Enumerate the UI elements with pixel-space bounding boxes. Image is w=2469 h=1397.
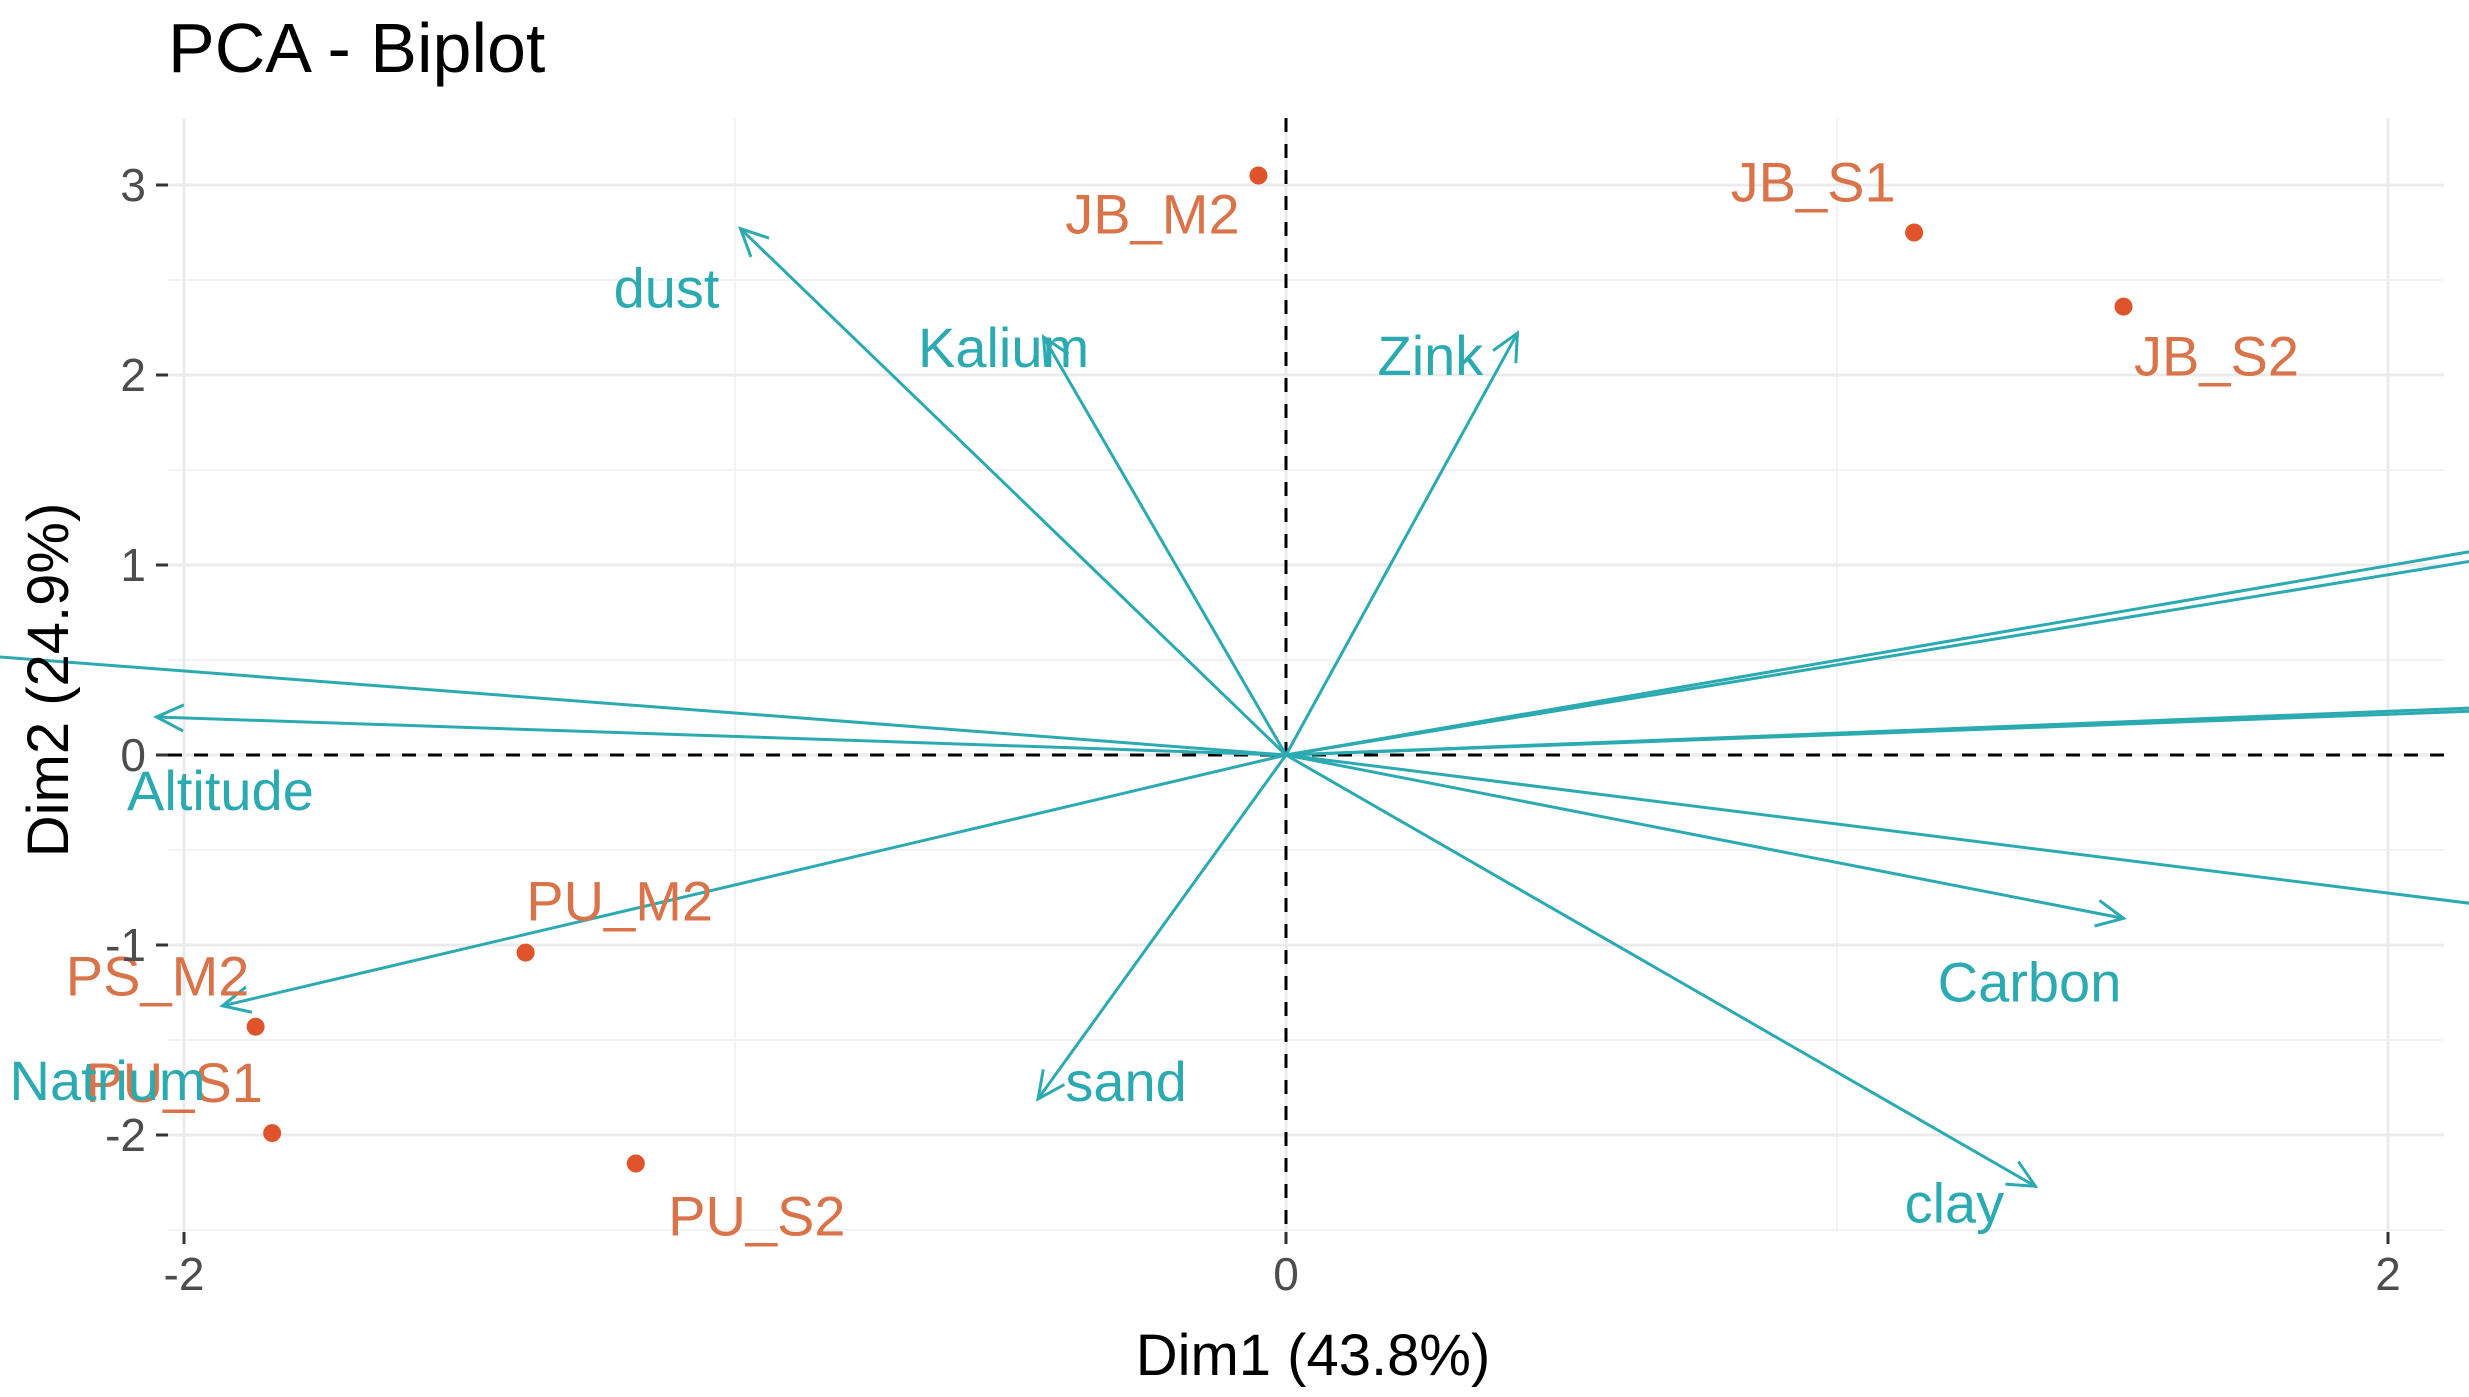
arrowhead-clay: [2005, 1160, 2039, 1189]
y-tick-label: -2: [105, 1109, 146, 1161]
y-tick-label: 2: [120, 349, 146, 401]
arrow-cnratio: [1285, 753, 2469, 905]
arrow-calcium: [1285, 709, 2469, 757]
point-labels: JB_M2JB_S1JB_S2PS_S1PS_S2PU_M2PS_M2PU_S1…: [10, 151, 2299, 1248]
label-jb_m2: JB_M2: [1065, 183, 1239, 246]
arrow-cuprum: [1285, 550, 2469, 757]
label-pu_s1: PU_S1: [85, 1051, 262, 1114]
label-dust: dust: [614, 257, 720, 320]
y-tick-label: -1: [105, 919, 146, 971]
x-tick-label: -2: [164, 1248, 205, 1300]
minor-gridlines: [168, 118, 2444, 1232]
y-tick-label: 3: [120, 159, 146, 211]
arrow-zink: [1284, 332, 1519, 756]
label-zink: Zink: [1378, 324, 1485, 387]
point-pu_s1: [263, 1124, 282, 1143]
label-sand: sand: [1065, 1050, 1186, 1113]
arrowhead-sand: [1036, 1069, 1066, 1102]
y-axis-ticks: -2 -1 0 1 2 3: [105, 159, 168, 1161]
arrow-carbon: [1285, 753, 2124, 920]
arrow-dust: [739, 227, 1288, 757]
x-axis-ticks: -4-2024: [164, 1232, 2401, 1300]
y-tick-label: 1: [120, 539, 146, 591]
arrow-kalium: [1042, 336, 1288, 756]
x-tick-label: 0: [1273, 1248, 1299, 1300]
y-axis-title: Dim2 (24.9%): [16, 503, 81, 858]
arrow-rainint: [0, 655, 1287, 757]
label-natrium: Natrium: [10, 1049, 206, 1112]
point-pu_m2: [516, 943, 535, 962]
arrow-altitude: [156, 715, 1287, 757]
x-axis-title: Dim1 (43.8%): [1136, 1323, 1491, 1388]
label-pu_m2: PU_M2: [526, 870, 713, 933]
arrow-sand: [1036, 754, 1288, 1100]
plot-panel: [168, 118, 2444, 1232]
arrowhead-carbon: [2094, 899, 2127, 928]
variable-arrows: [0, 226, 2469, 1189]
point-jb_s2: [2114, 297, 2133, 316]
point-ps_m2: [246, 1017, 265, 1036]
point-jb_s1: [1905, 223, 1924, 242]
individual-points: [246, 166, 2133, 1173]
x-tick-label: 2: [2375, 1248, 2401, 1300]
arrow-natrium: [222, 753, 1287, 1008]
arrowhead-natrium: [219, 985, 253, 1014]
label-jb_s1: JB_S1: [1731, 151, 1896, 214]
label-jb_s2: JB_S2: [2134, 325, 2299, 388]
chart-title: PCA - Biplot: [168, 9, 545, 87]
arrowhead-dust: [738, 226, 770, 258]
label-carbon: Carbon: [1938, 950, 2122, 1013]
arrow-ph: [1285, 559, 2469, 757]
arrowhead-kalium: [1041, 334, 1070, 368]
point-jb_m2: [1249, 166, 1268, 185]
y-tick-label: 0: [120, 729, 146, 781]
arrowhead-altitude: [152, 703, 185, 733]
point-pu_s2: [626, 1154, 645, 1173]
arrow-clay: [1285, 753, 2037, 1188]
label-clay: clay: [1905, 1171, 2005, 1234]
zero-reference-lines: [168, 118, 2444, 1232]
label-kalium: Kalium: [918, 316, 1089, 379]
label-ps_m2: PS_M2: [66, 945, 250, 1008]
label-pu_s2: PU_S2: [668, 1185, 845, 1248]
arrowhead-zink: [1492, 330, 1520, 364]
label-altitude: Altitude: [127, 759, 314, 822]
